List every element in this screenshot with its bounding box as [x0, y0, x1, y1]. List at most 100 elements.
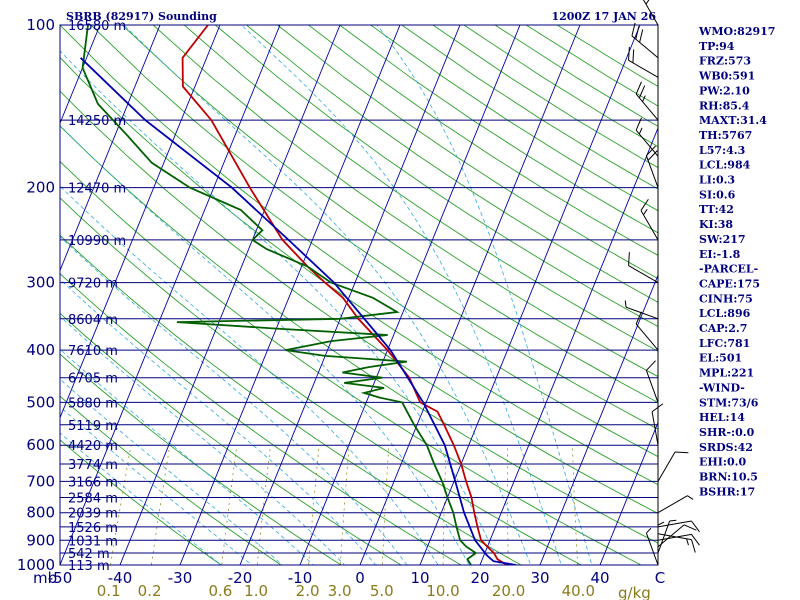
wind-barb-staff: [645, 155, 659, 188]
height-label: 10990 m: [68, 234, 126, 249]
height-label: 2584 m: [68, 492, 118, 507]
index-value: HEL:14: [699, 411, 745, 424]
index-value: EHI:0.0: [699, 456, 746, 469]
pressure-tick-label: 500: [26, 393, 55, 411]
mixing-ratio-line: [339, 445, 350, 565]
wind-barb-half: [687, 495, 694, 500]
temperature-tick-label: -20: [228, 569, 253, 587]
index-value: SW:217: [699, 233, 746, 246]
wind-barb-half: [669, 519, 677, 522]
index-value: CINH:75: [699, 292, 753, 305]
mixing-ratio-tick-label: 10.0: [426, 582, 459, 600]
isotherm: [60, 25, 221, 419]
moist-adiabat: [60, 348, 314, 565]
index-value: EL:501: [699, 352, 742, 365]
isotherm: [539, 274, 658, 565]
moist-adiabat: [123, 25, 532, 565]
parcel-trace: [79, 57, 517, 565]
wind-barb-half: [657, 521, 665, 526]
height-label: 3166 m: [68, 475, 118, 490]
pressure-tick-label: 200: [26, 179, 55, 197]
index-value: TH:5767: [699, 129, 752, 142]
pressure-tick-label: 100: [26, 16, 55, 34]
mixing-ratio-tick-label: 3.0: [328, 582, 352, 600]
wind-barb: [651, 403, 664, 446]
height-label: 2039 m: [68, 507, 118, 522]
mixing-ratio-tick-label: 0.2: [138, 582, 162, 600]
index-value: -PARCEL-: [699, 263, 758, 276]
dry-adiabat: [60, 272, 462, 565]
wind-barb-staff: [645, 532, 659, 566]
isotherm: [599, 421, 658, 565]
isotherm: [479, 126, 658, 565]
pressure-tick-label: 300: [26, 274, 55, 292]
index-value: MPL:221: [699, 367, 754, 380]
dry-adiabat: [152, 25, 658, 378]
temperature-tick-label: 0: [355, 569, 365, 587]
wind-barb: [657, 451, 689, 482]
wind-barb-flag: [635, 311, 642, 325]
index-value: EI:-1.8: [699, 248, 741, 261]
moist-adiabat: [60, 185, 439, 565]
dry-adiabat: [60, 353, 342, 565]
height-label: 3774 m: [68, 458, 118, 473]
dry-adiabat: [121, 25, 658, 404]
isotherm: [60, 25, 161, 272]
title-left: SBRB (82917) Sounding: [66, 10, 217, 23]
wind-barb-flag: [691, 520, 700, 533]
dewpoint-trace: [81, 25, 478, 565]
index-value: CAPE:175: [699, 277, 760, 290]
wind-barb-flag: [683, 524, 697, 531]
mixing-ratio-line: [381, 445, 390, 565]
wind-barb-staff: [645, 370, 659, 403]
wind-barb-flag: [651, 403, 664, 413]
isotherm: [0, 25, 40, 576]
temperature-tick-label: 40: [590, 569, 609, 587]
wind-barb-staff: [635, 93, 659, 121]
index-value: BSHR:17: [699, 485, 755, 498]
moist-adiabat: [60, 432, 222, 565]
dry-adiabat: [556, 25, 658, 87]
wind-barb-flag: [635, 81, 642, 95]
wind-barb-flag: [635, 117, 642, 131]
dry-adiabat: [308, 25, 658, 256]
wind-barb: [628, 252, 659, 284]
wind-barb-staff: [635, 129, 659, 157]
mixing-ratio-line: [442, 445, 447, 565]
height-label: 5119 m: [68, 419, 118, 434]
wind-barb-half: [642, 95, 646, 102]
index-value: SHR-:0.0: [699, 426, 755, 439]
height-label: 8604 m: [68, 313, 118, 328]
plot-frame: [59, 24, 659, 566]
wind-barb-staff: [628, 59, 659, 78]
wind-barb-staff: [625, 306, 659, 320]
isotherm: [60, 25, 101, 125]
pressure-tick-label: 700: [26, 472, 55, 490]
wind-barb-flag: [631, 22, 636, 37]
moist-adiabat: [60, 124, 470, 565]
wind-barb-staff: [631, 35, 659, 59]
index-value: LCL:984: [699, 159, 751, 172]
wind-barb-half: [638, 127, 643, 135]
mixing-ratio-tick-label: 40.0: [562, 582, 595, 600]
index-value: L57:4.3: [699, 144, 745, 157]
index-value: KI:38: [699, 218, 733, 231]
title-right: 1200Z 17 JAN 26: [551, 10, 656, 23]
wind-barb-flag: [674, 451, 689, 454]
temperature-trace: [181, 25, 508, 565]
dry-adiabat: [246, 25, 658, 303]
temperature-tick-label: 30: [530, 569, 549, 587]
height-label: 1031 m: [68, 534, 118, 549]
mixing-ratio-tick-label: 5.0: [370, 582, 394, 600]
isotherm: [60, 25, 281, 565]
isotherm: [359, 25, 581, 565]
wind-barb-half: [624, 300, 627, 308]
index-value: -WIND-: [699, 381, 745, 394]
mixing-ratio-line: [507, 445, 509, 565]
mixing-ratio-tick-label: 2.0: [296, 582, 320, 600]
mixing-ratio-line: [572, 445, 579, 565]
wind-barb: [657, 495, 694, 514]
dry-adiabat: [215, 25, 658, 328]
